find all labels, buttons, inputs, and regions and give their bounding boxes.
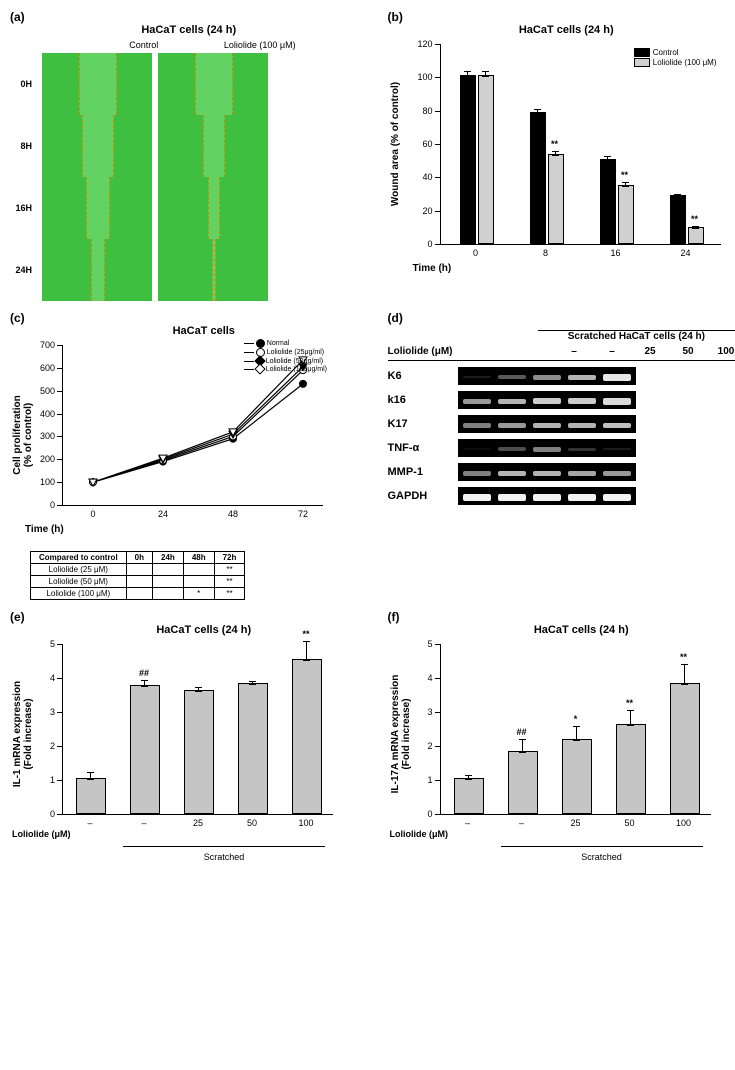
micro-row-label: 8H [10, 141, 32, 151]
bar [292, 659, 322, 814]
figure-grid: (a) HaCaT cells (24 h) ControlLoliolide … [10, 10, 735, 863]
micro-image [158, 239, 268, 301]
bar [670, 195, 686, 244]
bar [508, 751, 538, 814]
gel-row-label: GAPDH [388, 490, 458, 502]
gel-row-label: TNF-α [388, 442, 458, 454]
bar [478, 75, 494, 244]
legend: ControlLoliolide (100 μM) [634, 48, 717, 68]
panel-f-chart: 012345–##–*25**50**100 [440, 644, 711, 815]
legend: NormalLoliolide (25μg/ml)Loliolide (50μg… [244, 339, 327, 373]
gel-strip [458, 415, 636, 433]
panel-e-title: HaCaT cells (24 h) [40, 624, 368, 636]
microscopy-grid: Control Loliolide (100 μM) 0H 8H 16H 24H [10, 40, 368, 301]
panel-e-ylabel: IL-1 mRNA expression(Fold increase) [12, 681, 34, 787]
bar [562, 739, 592, 814]
gel-row-label: k16 [388, 394, 458, 406]
panel-e: (e) HaCaT cells (24 h) IL-1 mRNA express… [10, 610, 368, 863]
scratched-label: Scratched [123, 851, 325, 862]
bar [548, 154, 564, 244]
micro-image [158, 53, 268, 115]
bar [460, 75, 476, 244]
bar [670, 683, 700, 814]
bar [238, 683, 268, 814]
panel-c-ylabel: Cell proliferation(% of control) [12, 395, 34, 474]
scratched-label: Scratched [501, 851, 703, 862]
gel-strip [458, 367, 636, 385]
panel-f: (f) HaCaT cells (24 h) IL-17A mRNA expre… [388, 610, 735, 863]
panel-a: (a) HaCaT cells (24 h) Control Loliolide … [10, 10, 368, 301]
panel-b-xlabel: Time (h) [413, 263, 735, 274]
panel-d-label: (d) [388, 311, 403, 325]
panel-c-table: Compared to control0h24h48h72hLoliolide … [30, 551, 245, 600]
panel-b: (b) HaCaT cells (24 h) Wound area (% of … [388, 10, 735, 301]
micro-row-label: 0H [10, 79, 32, 89]
bar [76, 778, 106, 814]
gel-strip [458, 487, 636, 505]
bar [616, 724, 646, 814]
micro-image [158, 115, 268, 177]
panel-c: (c) HaCaT cells Cell proliferation(% of … [10, 311, 368, 600]
bar [184, 690, 214, 814]
panel-e-chart: 012345–##–2550**100 [62, 644, 333, 815]
micro-image [42, 115, 152, 177]
bar [530, 112, 546, 244]
gel-strip [458, 439, 636, 457]
panel-b-chart: 0204060801001200**8**16**24ControlLoliol… [440, 44, 721, 245]
bar [130, 685, 160, 815]
micro-row-label: 24H [10, 265, 32, 275]
panel-b-title: HaCaT cells (24 h) [388, 24, 735, 36]
micro-image [42, 239, 152, 301]
panel-f-label: (f) [388, 610, 400, 624]
panel-c-xlabel: Time (h) [25, 524, 368, 535]
panel-e-label: (e) [10, 610, 25, 624]
gel-row-label: K17 [388, 418, 458, 430]
gel-strip [458, 463, 636, 481]
micro-col-title: Control [89, 40, 199, 50]
panel-c-label: (c) [10, 311, 25, 325]
gel-panel: Scratched HaCaT cells (24 h)Loliolide (μ… [388, 331, 735, 505]
bar [618, 185, 634, 244]
panel-b-ylabel: Wound area (% of control) [390, 82, 401, 206]
panel-a-title: HaCaT cells (24 h) [10, 24, 368, 36]
bar [688, 227, 704, 244]
panel-c-title: HaCaT cells [40, 325, 368, 337]
panel-f-ylabel: IL-17A mRNA expression(Fold increase) [390, 675, 412, 794]
panel-a-label: (a) [10, 10, 25, 24]
bar [600, 159, 616, 244]
treatment-label: Loliolide (μM) [388, 346, 453, 357]
micro-col-title: Loliolide (100 μM) [205, 40, 315, 50]
panel-b-label: (b) [388, 10, 403, 24]
gel-row-label: K6 [388, 370, 458, 382]
gel-row-label: MMP-1 [388, 466, 458, 478]
micro-image [42, 177, 152, 239]
panel-c-chart: 01002003004005006007000244872NormalLolio… [62, 345, 323, 506]
gel-strip [458, 391, 636, 409]
micro-image [42, 53, 152, 115]
micro-image [158, 177, 268, 239]
panel-d: (d) Scratched HaCaT cells (24 h)Loliolid… [388, 311, 735, 600]
bar [454, 778, 484, 814]
panel-f-title: HaCaT cells (24 h) [418, 624, 735, 636]
micro-row-label: 16H [10, 203, 32, 213]
